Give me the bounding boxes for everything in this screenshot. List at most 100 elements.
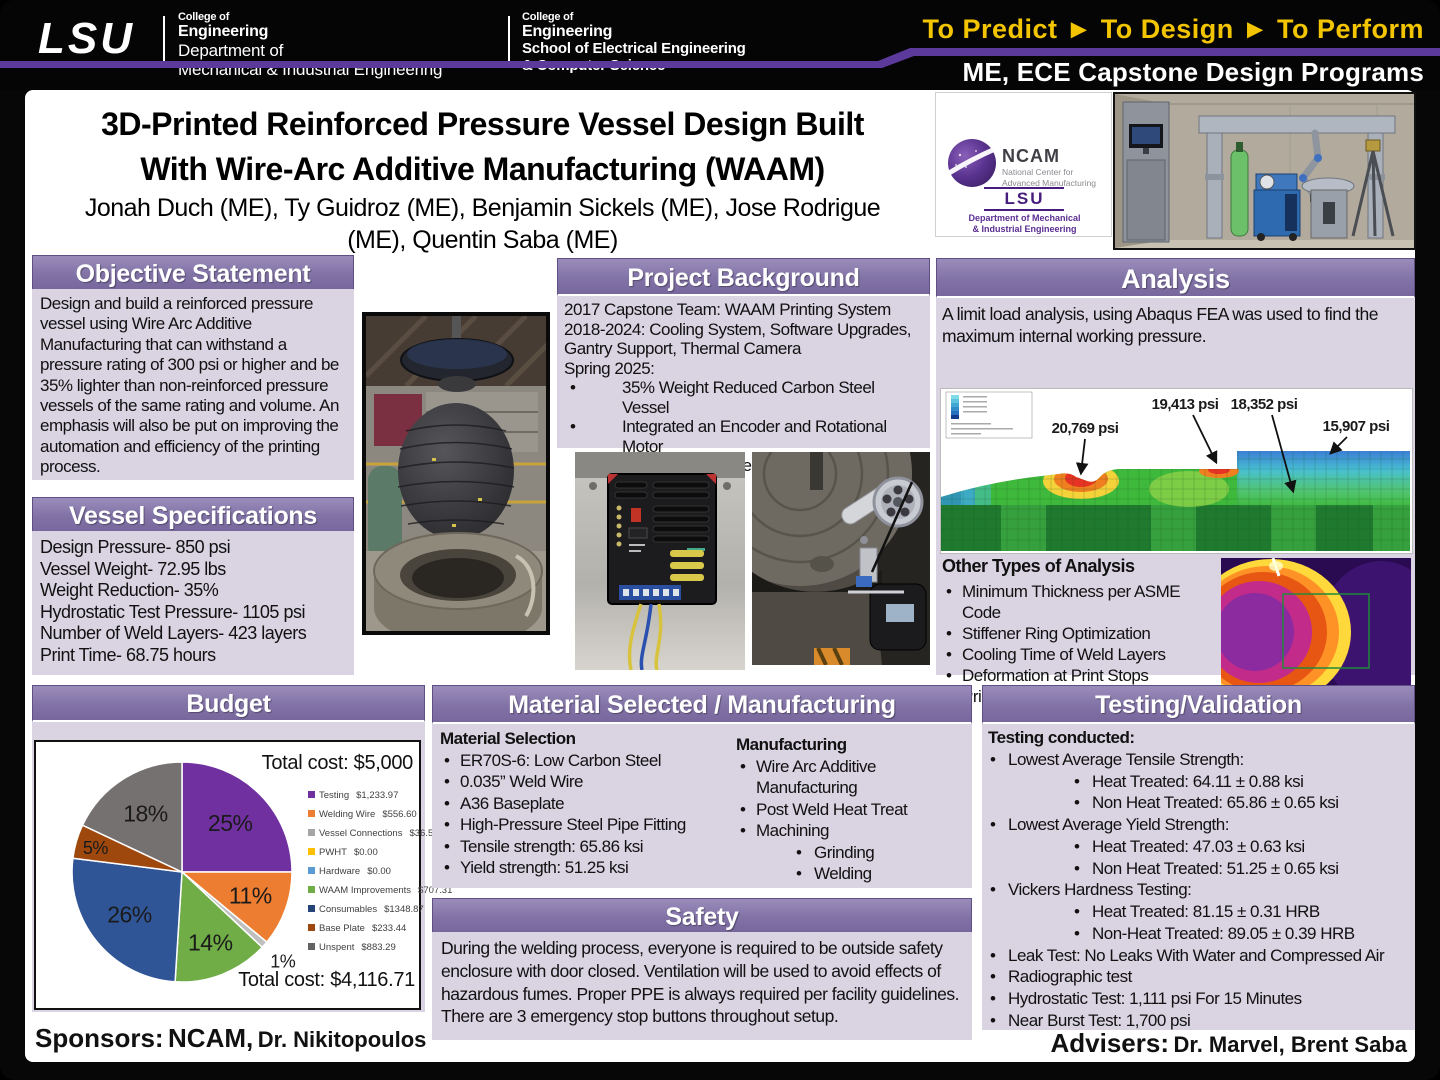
analysis-panel: Analysis A limit load analysis, using Ab… bbox=[936, 258, 1415, 708]
background-line: Gantry Support, Thermal Camera bbox=[564, 339, 801, 359]
top-banner: LSU College of Engineering Department of… bbox=[0, 0, 1440, 90]
background-lines: 2017 Capstone Team: WAAM Printing System… bbox=[564, 300, 923, 378]
specs-header: Vessel Specifications bbox=[32, 497, 354, 533]
testing-item: Near Burst Test: 1,700 psi bbox=[988, 1010, 1409, 1032]
material-selection-column: Material Selection ER70S-6: Low Carbon S… bbox=[440, 728, 732, 879]
other-analysis-item: Stiffener Ring Optimization bbox=[942, 623, 1222, 644]
analysis-body: A limit load analysis, using Abaqus FEA … bbox=[936, 298, 1415, 708]
banner-divider-2 bbox=[508, 16, 510, 62]
college-right-line3: School of Electrical Engineering bbox=[522, 40, 746, 58]
pie-label-26%: 26% bbox=[107, 902, 152, 928]
legend-value: $0.00 bbox=[353, 847, 378, 858]
total-spent-label: Total cost: $4,116.71 bbox=[238, 969, 415, 991]
testing-item: Vickers Hardness Testing: bbox=[988, 879, 1409, 901]
testing-item: Hydrostatic Test: 1,111 psi For 15 Minut… bbox=[988, 988, 1409, 1010]
material-selection-item: Tensile strength: 65.86 ksi bbox=[440, 836, 732, 858]
budget-legend: Testing $1,233.97 Welding Wire $556.60 Ves… bbox=[308, 790, 452, 961]
lsu-logo: LSU bbox=[38, 14, 135, 63]
specs-body: Design Pressure- 850 psi Vessel Weight- 7… bbox=[32, 531, 354, 675]
material-selection-item: ER70S-6: Low Carbon Steel bbox=[440, 750, 732, 772]
legend-item: Hardware $0.00 bbox=[308, 866, 452, 885]
dept-line1: Department of Mechanical bbox=[968, 213, 1081, 223]
safety-header: Safety bbox=[432, 898, 972, 934]
material-selection-item: A36 Baseplate bbox=[440, 793, 732, 815]
testing-validation-panel: Testing/Validation Testing conducted: Lo… bbox=[982, 685, 1415, 1032]
material-selection-title: Material Selection bbox=[440, 729, 576, 748]
material-body: Material Selection ER70S-6: Low Carbon S… bbox=[432, 724, 972, 888]
material-selection-item: Yield strength: 51.25 ksi bbox=[440, 857, 732, 879]
background-line: 2018-2024: Cooling System, Software Upgr… bbox=[564, 319, 911, 339]
college-right-line1: College of bbox=[522, 11, 574, 23]
testing-item: Non Heat Treated: 51.25 ± 0.65 ksi bbox=[988, 858, 1409, 880]
testing-item: Non Heat Treated: 65.86 ± 0.65 ksi bbox=[988, 792, 1409, 814]
poster-title-line1: 3D-Printed Reinforced Pressure Vessel De… bbox=[101, 106, 864, 142]
legend-item: Welding Wire $556.60 bbox=[308, 809, 452, 828]
advisers-names: Dr. Marvel, Brent Saba bbox=[1173, 1032, 1407, 1057]
legend-swatch bbox=[308, 924, 315, 931]
other-analysis-item: Cooling Time of Weld Layers bbox=[942, 644, 1222, 665]
fea-label-15907: 15,907 psi bbox=[1323, 418, 1390, 435]
spec-line: Number of Weld Layers- 423 layers bbox=[40, 623, 307, 644]
objective-body: Design and build a reinforced pressure v… bbox=[32, 289, 354, 480]
legend-label: Consumables bbox=[319, 904, 378, 915]
pie-slice-consumables bbox=[71, 857, 183, 983]
ncam-sphere-icon bbox=[947, 139, 996, 187]
specs-list: Design Pressure- 850 psi Vessel Weight- 7… bbox=[40, 537, 346, 667]
analysis-header: Analysis bbox=[936, 258, 1415, 298]
legend-swatch bbox=[308, 943, 315, 950]
background-body: 2017 Capstone Team: WAAM Printing System… bbox=[557, 296, 930, 495]
budget-pie-chart: 25% 11% 1% 14% 26% 5% 18% Total cost: $5,000 T… bbox=[34, 740, 452, 1010]
material-manufacturing-panel: Material Selected / Manufacturing Materi… bbox=[432, 685, 972, 888]
sponsors-label: Sponsors: bbox=[35, 1023, 164, 1053]
spec-line: Hydrostatic Test Pressure- 1105 psi bbox=[40, 601, 305, 622]
pie-label-5%: 5% bbox=[83, 838, 109, 858]
legend-item: Vessel Connections $36.52 bbox=[308, 828, 452, 847]
authors-line2: (ME), Quentin Saba (ME) bbox=[347, 226, 618, 255]
other-analysis-title: Other Types of Analysis bbox=[942, 556, 1135, 576]
lsu-wordmark: LSU bbox=[1004, 189, 1045, 208]
college-right-line2: Engineering bbox=[522, 23, 613, 41]
testing-item: Lowest Average Tensile Strength: bbox=[988, 749, 1409, 771]
legend-item: Consumables $1348.87 bbox=[308, 904, 452, 923]
testing-item: Leak Test: No Leaks With Water and Compr… bbox=[988, 945, 1409, 967]
sponsors-line: Sponsors: NCAM, Dr. Nikitopoulos bbox=[35, 1023, 426, 1054]
budget-header: Budget bbox=[32, 685, 425, 722]
pie-label-1%: 1% bbox=[270, 952, 296, 972]
pie-slice-welding-wire bbox=[181, 871, 293, 943]
legend-item: Testing $1,233.97 bbox=[308, 790, 452, 809]
legend-label: Vessel Connections bbox=[319, 828, 403, 839]
authors-line1: Jonah Duch (ME), Ty Guidroz (ME), Benjam… bbox=[84, 193, 881, 222]
objective-statement-panel: Objective Statement Design and build a r… bbox=[32, 255, 354, 480]
college-left-line1: College of bbox=[178, 11, 230, 23]
testing-header: Testing/Validation bbox=[982, 685, 1415, 724]
sponsors-primary: NCAM, bbox=[168, 1023, 254, 1053]
program-text: ME, ECE Capstone Design Programs bbox=[962, 57, 1424, 87]
material-selection-item: High-Pressure Steel Pipe Fitting bbox=[440, 814, 732, 836]
manufacturing-item: Welding bbox=[736, 863, 968, 885]
analysis-intro: A limit load analysis, using Abaqus FEA … bbox=[942, 304, 1378, 346]
pie-label-25%: 25% bbox=[208, 810, 253, 836]
legend-swatch bbox=[308, 829, 315, 836]
legend-swatch bbox=[308, 867, 315, 874]
ncam-subtitle-2: Advanced Manufacturing bbox=[1002, 178, 1097, 188]
material-header: Material Selected / Manufacturing bbox=[432, 685, 972, 724]
legend-swatch bbox=[308, 905, 315, 912]
material-selection-list: ER70S-6: Low Carbon Steel0.035” Weld Wir… bbox=[440, 750, 732, 879]
college-left-line3: Department of bbox=[178, 41, 284, 61]
testing-item: Heat Treated: 81.15 ± 0.31 HRB bbox=[988, 901, 1409, 923]
pie-chart-svg: 25% 11% 1% 14% 26% 5% 18% bbox=[71, 761, 296, 983]
testing-item: Heat Treated: 47.03 ± 0.63 ksi bbox=[988, 836, 1409, 858]
legend-item: PWHT $0.00 bbox=[308, 847, 452, 866]
legend-label: WAAM Improvements bbox=[319, 885, 412, 896]
legend-value: $233.44 bbox=[371, 923, 407, 934]
manufacturing-column: Manufacturing Wire Arc Additive Manufact… bbox=[736, 734, 968, 885]
legend-value: $0.00 bbox=[367, 866, 391, 877]
other-analysis-item: Minimum Thickness per ASME Code bbox=[942, 581, 1222, 623]
lsu-rule-top bbox=[984, 187, 1064, 189]
testing-list: Lowest Average Tensile Strength: Heat Tre… bbox=[988, 749, 1409, 1032]
advisers-label: Advisers: bbox=[1050, 1028, 1170, 1058]
manufacturing-list: Wire Arc Additive ManufacturingPost Weld… bbox=[736, 756, 968, 885]
pie-label-11%: 11% bbox=[229, 883, 272, 909]
spec-line: Print Time- 68.75 hours bbox=[40, 644, 216, 665]
